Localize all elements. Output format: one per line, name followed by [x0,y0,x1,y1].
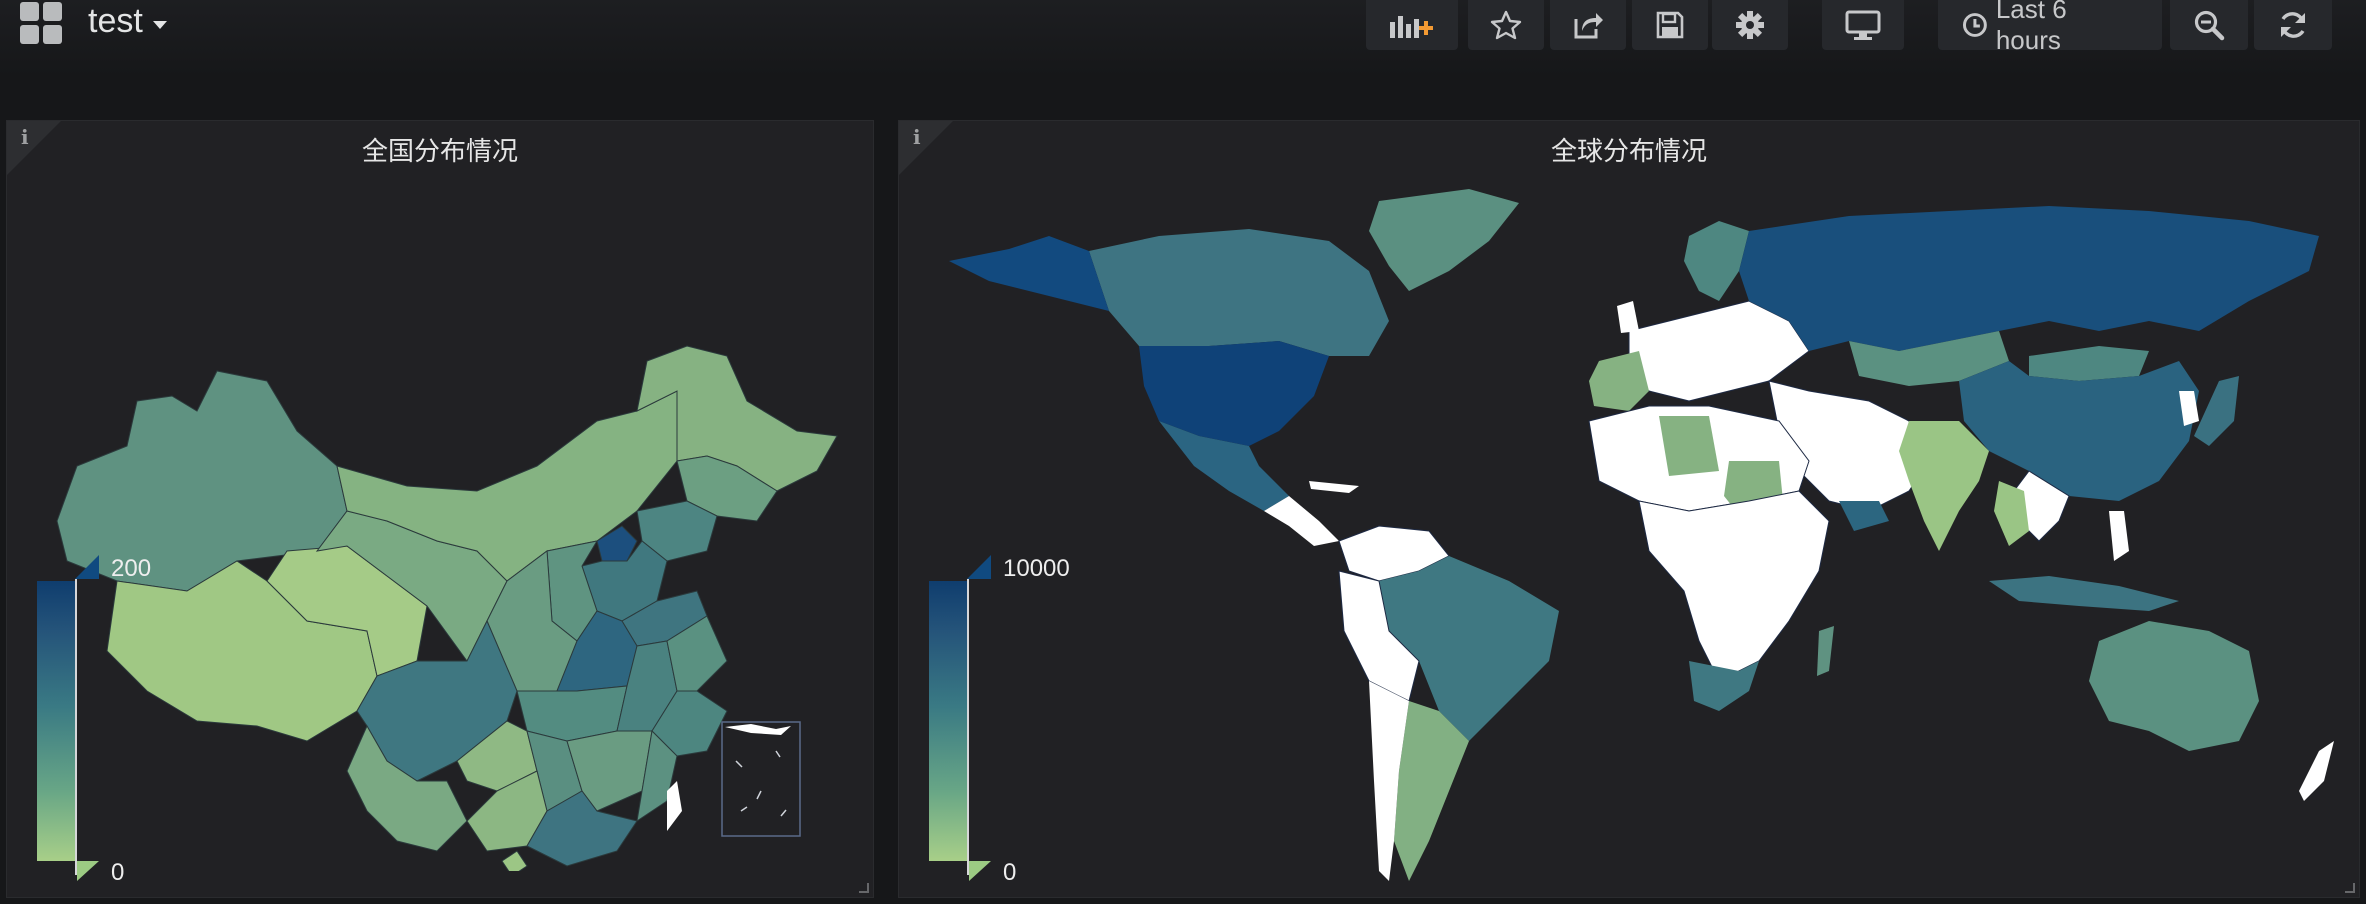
country-thailand [1994,481,2029,546]
region-taiwan [667,781,682,831]
country-cuba [1309,481,1359,493]
settings-button[interactable] [1712,0,1788,50]
panel-resize-handle[interactable] [2345,883,2355,893]
china-map-panel: i 全国分布情况 [6,120,874,898]
settings-icon [1736,11,1764,39]
caret-down-icon [152,20,167,29]
legend-min-marker [77,861,99,881]
legend-min-label: 0 [111,859,125,886]
top-navbar: test [0,0,2366,76]
zoom-out-icon [2194,10,2225,41]
zoom-out-button[interactable] [2170,0,2248,50]
tv-mode-button[interactable] [1822,0,1904,50]
country-central-america [1264,496,1339,546]
country-russia [1739,206,2319,351]
country-india [1899,421,1989,551]
dashboard-title-dropdown[interactable]: test [88,2,167,41]
country-china [1959,361,2199,501]
region-guangdong [526,790,638,867]
refresh-icon [2281,12,2305,38]
legend-min-label: 0 [1003,859,1017,886]
country-south-africa [1689,661,1759,711]
legend-axis [75,579,77,875]
country-madagascar [1817,626,1834,676]
country-indonesia [1989,576,2179,611]
refresh-button[interactable] [2254,0,2332,50]
country-alaska [949,236,1109,311]
legend-min-marker [969,861,991,881]
country-argentina [1394,701,1469,881]
dashboard-title: test [88,2,143,40]
save-button[interactable] [1632,0,1708,50]
tv-mode-icon [1845,10,1881,40]
country-greenland [1369,189,1519,291]
star-icon [1490,10,1522,40]
country-libya [1659,416,1719,476]
panel-title[interactable]: 全国分布情况 [361,137,518,167]
china-map[interactable] [37,221,847,871]
save-icon [1656,11,1684,39]
country-uk [1617,301,1639,333]
country-central-africa [1638,490,1830,682]
legend-axis [967,579,969,875]
time-range-picker[interactable]: Last 6 hours [1938,0,2162,55]
country-peru-bolivia [1338,570,1420,702]
country-philippines [2109,511,2129,561]
country-chile [1369,681,1409,881]
country-yemen-oman [1839,501,1889,531]
panel-title[interactable]: 全球分布情况 [1550,137,1707,167]
share-icon [1574,13,1603,39]
panel-resize-handle[interactable] [859,883,869,893]
country-mexico [1159,421,1289,511]
add-panel-icon [1390,16,1433,38]
legend-max-label: 200 [111,555,152,582]
country-mongolia [2029,346,2149,381]
country-usa [1139,341,1329,446]
south-china-sea-inset [721,721,801,837]
country-korea [2179,391,2199,426]
region-yunnan [346,724,468,852]
add-panel-button[interactable] [1366,0,1458,50]
region-hainan [501,850,528,871]
country-australia [2089,621,2259,751]
country-scandinavia [1684,221,1749,301]
star-button[interactable] [1468,0,1544,50]
region-qinghai [266,545,428,677]
clock-icon [1962,13,1987,37]
color-scale-bar [929,581,969,861]
share-button[interactable] [1550,0,1626,50]
country-france-spain [1589,351,1649,411]
region-jiangsu [666,615,728,692]
world-map[interactable] [949,181,2349,891]
world-map-panel: i 全球分布情况 [898,120,2360,898]
panel-info-corner[interactable] [7,121,61,175]
panel-info-corner[interactable] [899,121,953,175]
country-new-zealand [2299,741,2334,801]
time-range-label: Last 6 hours [1995,0,2067,55]
legend-max-marker [75,555,99,579]
info-icon[interactable]: i [21,125,29,149]
legend-max-marker [967,555,991,579]
country-brazil [1379,556,1559,741]
legend-max-label: 10000 [1003,555,1070,582]
color-scale-bar [37,581,77,861]
apps-grid-icon[interactable] [20,2,64,46]
country-canada [1089,229,1389,356]
info-icon[interactable]: i [913,125,921,149]
country-kazakhstan [1849,331,2009,386]
region-beijing [596,525,638,562]
country-japan [2194,376,2239,446]
